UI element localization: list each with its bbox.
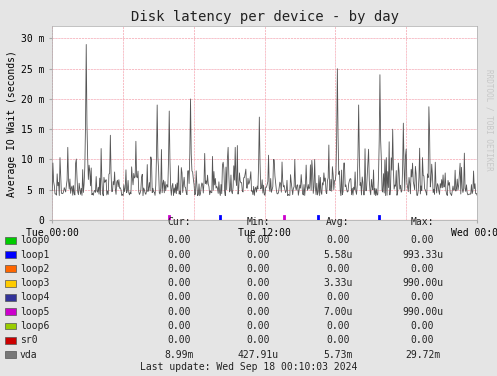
Text: 0.00: 0.00 [247, 321, 270, 331]
Text: 5.73m: 5.73m [323, 350, 353, 359]
Text: 0.00: 0.00 [326, 321, 350, 331]
Text: 0.00: 0.00 [411, 335, 434, 345]
Text: 0.00: 0.00 [167, 264, 191, 274]
Text: 0.00: 0.00 [411, 235, 434, 245]
Text: 0.00: 0.00 [326, 335, 350, 345]
Text: loop5: loop5 [20, 307, 49, 317]
Y-axis label: Average IO Wait (seconds): Average IO Wait (seconds) [7, 50, 17, 197]
Text: 3.33u: 3.33u [323, 278, 353, 288]
Text: 0.00: 0.00 [247, 335, 270, 345]
Text: Min:: Min: [247, 217, 270, 227]
Text: 0.00: 0.00 [247, 278, 270, 288]
Text: vda: vda [20, 350, 37, 359]
Text: 0.00: 0.00 [167, 278, 191, 288]
Text: sr0: sr0 [20, 335, 37, 345]
Text: loop1: loop1 [20, 250, 49, 259]
Text: 0.00: 0.00 [326, 264, 350, 274]
Text: Last update: Wed Sep 18 00:10:03 2024: Last update: Wed Sep 18 00:10:03 2024 [140, 362, 357, 371]
Text: 0.00: 0.00 [247, 293, 270, 302]
Text: Cur:: Cur: [167, 217, 191, 227]
Text: 0.00: 0.00 [411, 321, 434, 331]
Text: 5.58u: 5.58u [323, 250, 353, 259]
Text: Avg:: Avg: [326, 217, 350, 227]
Text: 7.00u: 7.00u [323, 307, 353, 317]
Text: loop4: loop4 [20, 293, 49, 302]
Text: 427.91u: 427.91u [238, 350, 279, 359]
Text: 8.99m: 8.99m [164, 350, 194, 359]
Text: Max:: Max: [411, 217, 434, 227]
Text: 0.00: 0.00 [247, 250, 270, 259]
Text: 990.00u: 990.00u [402, 278, 443, 288]
Text: 0.00: 0.00 [247, 307, 270, 317]
Text: RRDTOOL / TOBI OETIKER: RRDTOOL / TOBI OETIKER [484, 70, 493, 171]
Text: loop6: loop6 [20, 321, 49, 331]
Text: 0.00: 0.00 [326, 235, 350, 245]
Text: 990.00u: 990.00u [402, 307, 443, 317]
Text: loop0: loop0 [20, 235, 49, 245]
Text: 0.00: 0.00 [411, 264, 434, 274]
Text: 0.00: 0.00 [167, 335, 191, 345]
Text: loop2: loop2 [20, 264, 49, 274]
Text: 0.00: 0.00 [411, 293, 434, 302]
Text: 993.33u: 993.33u [402, 250, 443, 259]
Text: 0.00: 0.00 [247, 235, 270, 245]
Text: 0.00: 0.00 [167, 250, 191, 259]
Text: 0.00: 0.00 [247, 264, 270, 274]
Text: 0.00: 0.00 [167, 235, 191, 245]
Text: 29.72m: 29.72m [405, 350, 440, 359]
Text: 0.00: 0.00 [326, 293, 350, 302]
Text: 0.00: 0.00 [167, 321, 191, 331]
Text: 0.00: 0.00 [167, 293, 191, 302]
Text: loop3: loop3 [20, 278, 49, 288]
Title: Disk latency per device - by day: Disk latency per device - by day [131, 10, 399, 24]
Text: 0.00: 0.00 [167, 307, 191, 317]
